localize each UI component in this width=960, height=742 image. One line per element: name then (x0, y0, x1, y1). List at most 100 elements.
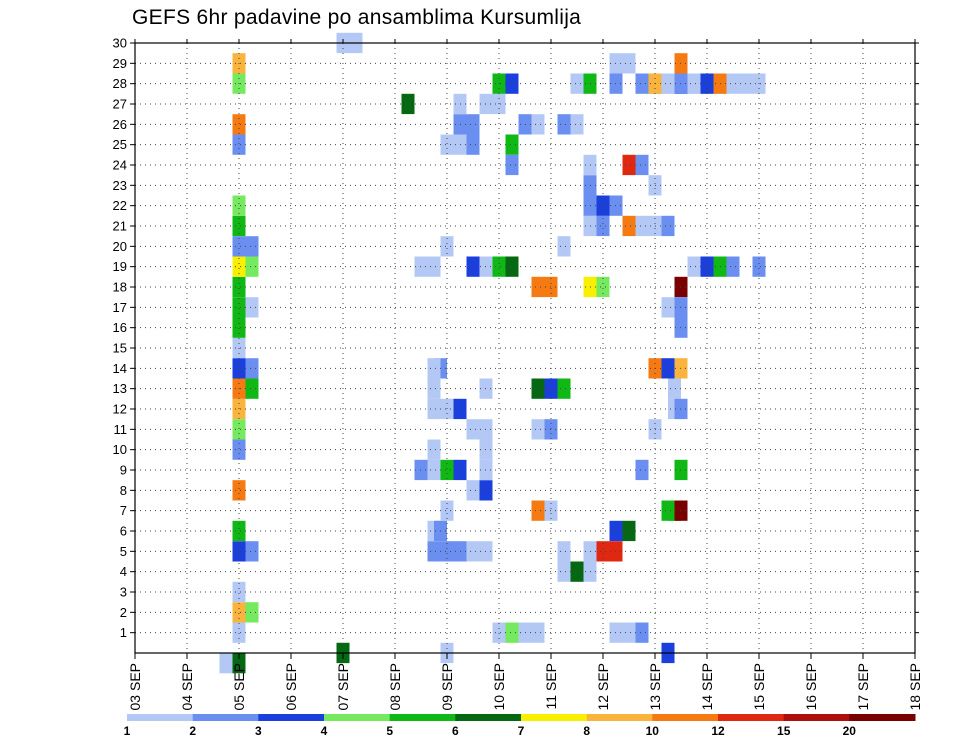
x-tick-label: 15 SEP (751, 663, 767, 710)
heatmap-cell (570, 73, 584, 94)
heatmap-cell (661, 297, 675, 318)
heatmap-cell (726, 256, 740, 277)
heatmap-cell (245, 602, 259, 623)
colorbar-swatch (389, 714, 456, 721)
x-tick-label: 18 SEP (907, 663, 923, 710)
heatmap-cell (466, 256, 480, 277)
heatmap-cell (232, 541, 246, 562)
heatmap-cell (661, 215, 675, 237)
x-tick-label: 09 SEP (439, 663, 455, 710)
y-tick-label: 23 (113, 178, 127, 193)
heatmap-cell (427, 358, 441, 379)
heatmap-cell (596, 215, 610, 237)
heatmap-cell (427, 439, 441, 460)
heatmap-cell (622, 215, 636, 237)
heatmap-cell (557, 541, 571, 562)
x-tick-label: 17 SEP (855, 663, 871, 710)
heatmap-cell (661, 73, 675, 94)
y-tick-label: 29 (113, 56, 127, 71)
heatmap-cell (232, 215, 246, 237)
colorbar-label: 20 (843, 724, 857, 738)
heatmap-cell (232, 114, 246, 135)
y-tick-label: 4 (120, 564, 127, 579)
colorbar-label: 10 (646, 724, 660, 738)
colorbar-label: 15 (777, 724, 791, 738)
y-tick-label: 25 (113, 137, 127, 152)
heatmap-cell (635, 215, 649, 237)
heatmap-cell (570, 561, 584, 582)
y-tick-label: 30 (113, 36, 127, 51)
heatmap-cell (466, 419, 480, 440)
y-tick-label: 2 (120, 605, 127, 620)
x-tick-label: 16 SEP (803, 663, 819, 710)
colorbar-label: 5 (386, 724, 393, 738)
heatmap-cell (232, 581, 246, 603)
heatmap-cell (245, 378, 259, 399)
heatmap-cell (401, 93, 415, 115)
heatmap-cell (440, 541, 454, 562)
heatmap-cell (726, 73, 740, 94)
x-tick-label: 12 SEP (595, 663, 611, 710)
heatmap-cell (232, 439, 246, 460)
x-tick-label: 07 SEP (335, 663, 351, 710)
colorbar-label: 6 (452, 724, 459, 738)
y-tick-label: 21 (113, 219, 127, 234)
y-tick-label: 15 (113, 341, 127, 356)
heatmap-cell (596, 541, 610, 562)
y-tick-label: 6 (120, 524, 127, 539)
x-tick-label: 10 SEP (491, 663, 507, 710)
heatmap-cell (635, 154, 649, 176)
heatmap-cell (557, 378, 571, 399)
colorbar-swatch (192, 714, 259, 721)
heatmap-cell (245, 256, 259, 277)
y-tick-label: 20 (113, 239, 127, 254)
heatmap-cell (232, 256, 246, 277)
heatmap-cell (596, 276, 610, 298)
heatmap-cell (219, 653, 233, 674)
x-tick-label: 08 SEP (387, 663, 403, 710)
heatmap-cell (245, 236, 259, 257)
colorbar-swatch (324, 714, 391, 721)
y-tick-label: 16 (113, 320, 127, 335)
heatmap-cell (427, 398, 441, 420)
heatmap-cell (557, 236, 571, 257)
heatmap-cell (245, 358, 259, 379)
heatmap-cell (505, 134, 519, 155)
heatmap-cell (232, 602, 246, 623)
colorbar-label: 4 (321, 724, 328, 738)
heatmap-cell (232, 480, 246, 501)
heatmap-cell (622, 520, 636, 542)
heatmap-cell (427, 459, 441, 481)
heatmap-cell (466, 134, 480, 155)
heatmap-cell (232, 134, 246, 155)
heatmap-cell (466, 480, 480, 501)
y-tick-label: 17 (113, 300, 127, 315)
x-tick-label: 11 SEP (543, 663, 559, 709)
chart-title: GEFS 6hr padavine po ansamblima Kursumli… (132, 6, 582, 29)
heatmap-cell (700, 256, 714, 277)
heatmap-cell (668, 378, 681, 399)
heatmap-cell (427, 256, 441, 277)
heatmap-cell (232, 195, 246, 216)
heatmap-cell (492, 256, 506, 277)
heatmap-cell (687, 256, 701, 277)
heatmap-cell (466, 114, 480, 135)
y-tick-label: 22 (113, 198, 127, 213)
heatmap-cell (440, 459, 454, 481)
heatmap-cell (466, 541, 480, 562)
colorbar-swatch (586, 714, 653, 721)
y-tick-label: 18 (113, 280, 127, 295)
y-tick-label: 8 (120, 483, 127, 498)
heatmap-cell (427, 378, 441, 399)
heatmap-cell (440, 236, 454, 257)
heatmap-cell (505, 622, 519, 643)
heatmap-cell (531, 419, 545, 440)
heatmap-cell (232, 520, 246, 542)
heatmap-cell (622, 53, 636, 74)
heatmap-cell (531, 114, 545, 135)
colorbar-swatch (521, 714, 588, 721)
x-tick-label: 04 SEP (179, 663, 195, 710)
heatmap-cell (232, 236, 246, 257)
y-tick-label: 5 (120, 544, 127, 559)
colorbar-label: 8 (583, 724, 590, 738)
